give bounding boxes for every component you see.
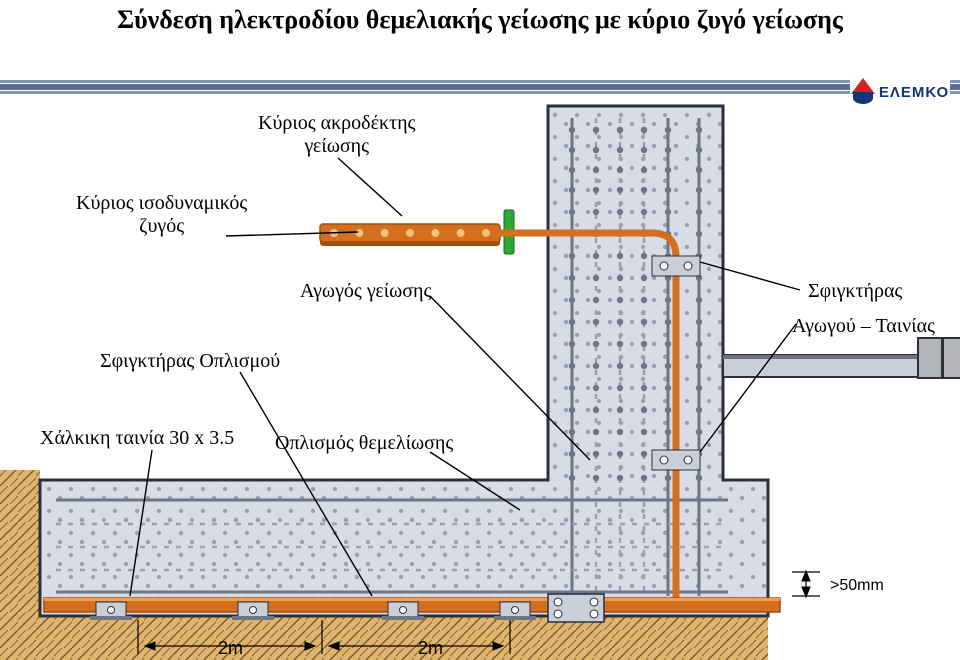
logo-text: ΕΛΕΜΚΟ bbox=[879, 84, 949, 101]
label-oplismos: Οπλισμός θεμελίωσης bbox=[275, 432, 453, 455]
logo-flame-icon bbox=[851, 78, 875, 106]
label-gap: >50mm bbox=[830, 577, 884, 595]
label-sfig_ag: Σφιγκτήρας bbox=[808, 280, 902, 303]
page-root: Σύνδεση ηλεκτροδίου θεμελιακής γείωσης μ… bbox=[0, 0, 960, 660]
label-sfig_opl: Σφιγκτήρας Οπλισμού bbox=[100, 350, 280, 373]
label-kyrios_iso: Κύριος ισοδυναμικός ζυγός bbox=[76, 192, 247, 238]
label-d1: 2m bbox=[218, 638, 243, 659]
label-agogos: Αγωγός γείωσης bbox=[300, 280, 431, 303]
clamp-bottom-big bbox=[548, 594, 604, 622]
label-kyrios_akr: Κύριος ακροδέκτης γείωσης bbox=[258, 112, 415, 158]
gap-indicator bbox=[792, 572, 820, 596]
label-ag_tainias: Αγωγού – Ταινίας bbox=[792, 315, 935, 338]
label-tainia: Χάλκικη ταινία 30 x 3.5 bbox=[40, 427, 234, 450]
main-equipotential-bar bbox=[320, 224, 500, 246]
brand-logo: ΕΛΕΜΚΟ bbox=[850, 74, 950, 110]
label-d2: 2m bbox=[418, 638, 443, 659]
rebar-stubs bbox=[918, 338, 960, 378]
